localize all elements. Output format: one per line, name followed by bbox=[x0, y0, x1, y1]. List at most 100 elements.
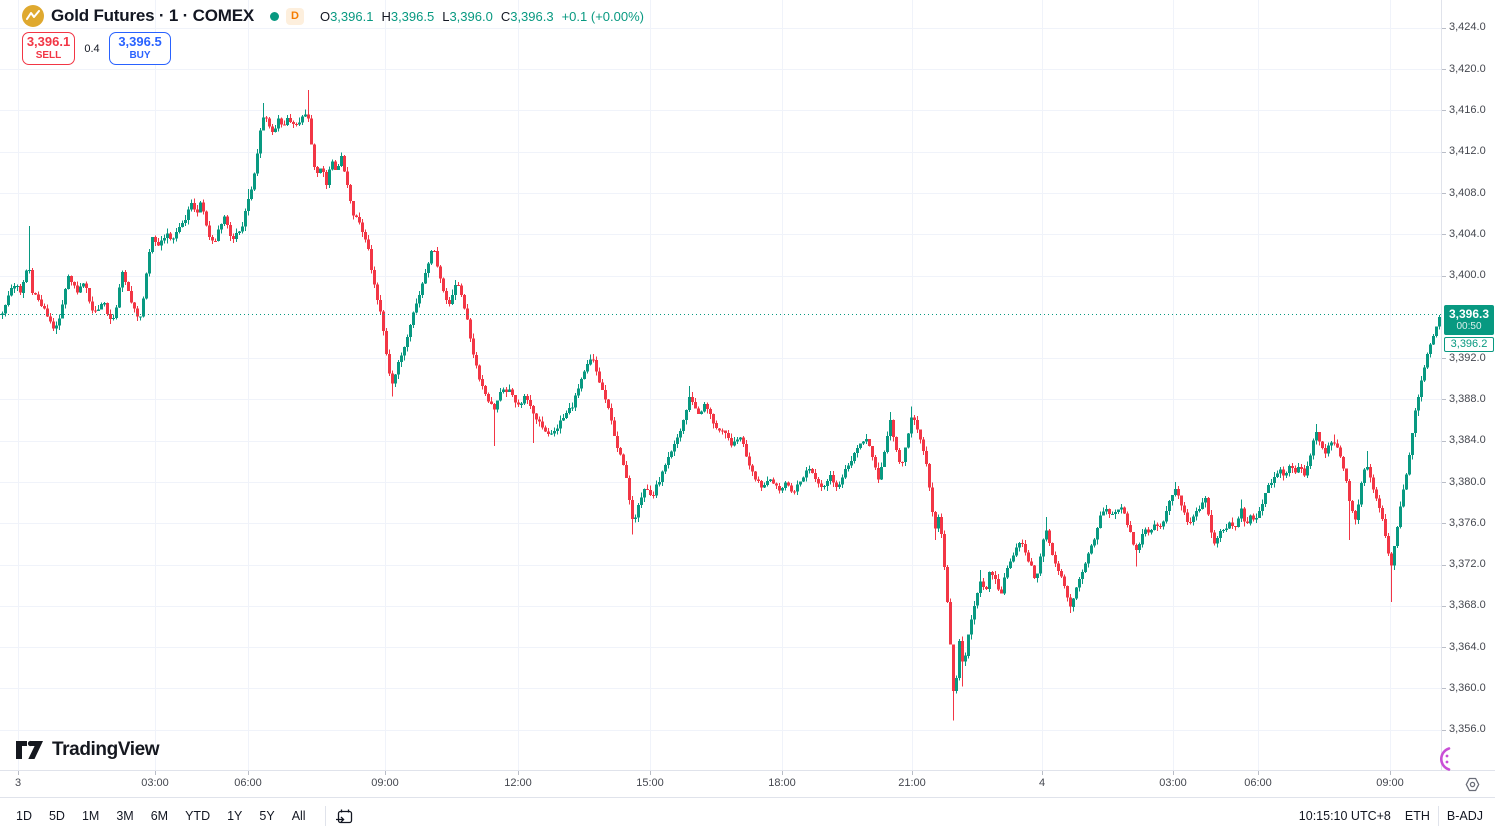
tradingview-logo-icon bbox=[16, 740, 43, 759]
axis-settings-gear-icon[interactable] bbox=[1464, 776, 1481, 793]
price-axis-label: 3,368.0 bbox=[1449, 599, 1486, 612]
ohlc-o: O3,396.1 bbox=[319, 8, 374, 24]
tradingview-logo-text: TradingView bbox=[52, 739, 160, 760]
price-axis-label: 3,372.0 bbox=[1449, 558, 1486, 571]
bar-countdown: 00:50 bbox=[1456, 321, 1482, 333]
bottom-toolbar: 1D 5D 1M 3M 6M YTD 1Y 5Y All 10:15:10 UTC+8 ETH … bbox=[0, 797, 1495, 834]
toolbar-right-group: 10:15:10 UTC+8 ETH B-ADJ bbox=[1299, 806, 1483, 826]
time-axis-label: 21:00 bbox=[898, 777, 926, 789]
price-change: +0.1 (+0.00%) bbox=[561, 8, 644, 24]
buy-label: BUY bbox=[129, 50, 151, 61]
price-axis-label: 3,388.0 bbox=[1449, 392, 1486, 405]
symbol-title[interactable]: Gold Futures · 1 · COMEX bbox=[51, 6, 254, 25]
price-axis-tick bbox=[1442, 27, 1446, 29]
range-button-5d[interactable]: 5D bbox=[48, 809, 65, 823]
price-axis-label: 3,384.0 bbox=[1449, 434, 1486, 447]
range-button-all[interactable]: All bbox=[291, 809, 306, 823]
grid-lines bbox=[0, 0, 1441, 770]
magenta-floating-button-partial[interactable] bbox=[1429, 745, 1453, 773]
delayed-data-badge[interactable]: D bbox=[286, 7, 304, 25]
range-button-5y[interactable]: 5Y bbox=[259, 809, 275, 823]
sell-button[interactable]: 3,396.1 SELL bbox=[22, 32, 75, 65]
price-axis-label: 3,416.0 bbox=[1449, 103, 1486, 116]
clock-label[interactable]: 10:15:10 UTC+8 bbox=[1298, 809, 1391, 823]
price-axis-tick bbox=[1442, 564, 1446, 566]
market-status-icon[interactable] bbox=[270, 11, 279, 21]
time-axis-tick bbox=[1173, 771, 1174, 775]
buy-price: 3,396.5 bbox=[118, 34, 162, 49]
time-axis-label: 4 bbox=[1038, 777, 1046, 789]
range-button-6m[interactable]: 6M bbox=[150, 809, 169, 823]
buy-button[interactable]: 3,396.5 BUY bbox=[109, 32, 171, 65]
time-axis-label: 06:00 bbox=[234, 777, 262, 789]
ohlc-values: O3,396.1 H3,396.5 L3,396.0 C3,396.3 +0.1 (+0… bbox=[320, 9, 644, 24]
time-axis-label: 09:00 bbox=[371, 777, 399, 789]
tradingview-logo[interactable]: TradingView bbox=[16, 738, 160, 762]
time-axis[interactable]: 3 03:00 06:00 09:00 12:00 15:00 18:00 21:00 4 03:… bbox=[0, 770, 1495, 797]
price-axis-label: 3,400.0 bbox=[1449, 269, 1486, 282]
price-axis-label: 3,412.0 bbox=[1449, 145, 1486, 158]
gold-symbol-icon[interactable] bbox=[22, 5, 44, 27]
time-axis-label: 3 bbox=[14, 777, 22, 789]
time-axis-label: 06:00 bbox=[1244, 777, 1272, 789]
price-axis-tick bbox=[1442, 151, 1446, 153]
time-axis-label: 15:00 bbox=[636, 777, 664, 789]
ohlc-l: L3,396.0 bbox=[442, 8, 493, 24]
time-axis-tick bbox=[1042, 771, 1043, 775]
price-axis-tick bbox=[1442, 605, 1446, 607]
price-axis-tick bbox=[1442, 193, 1446, 195]
go-to-date-button[interactable] bbox=[334, 805, 356, 827]
time-axis-label: 03:00 bbox=[141, 777, 169, 789]
last-price-value: 3,396.3 bbox=[1448, 307, 1490, 322]
chart-canvas[interactable] bbox=[0, 0, 1441, 770]
time-axis-label: 18:00 bbox=[768, 777, 796, 789]
price-axis-label: 3,404.0 bbox=[1449, 227, 1486, 240]
price-axis-tick bbox=[1442, 482, 1446, 484]
price-axis-label: 3,408.0 bbox=[1449, 186, 1486, 199]
price-axis-label: 3,392.0 bbox=[1449, 351, 1486, 364]
time-axis-label: 03:00 bbox=[1159, 777, 1187, 789]
range-button-1m[interactable]: 1M bbox=[81, 809, 100, 823]
time-axis-tick bbox=[912, 771, 913, 775]
sell-label: SELL bbox=[35, 50, 62, 61]
price-axis-tick bbox=[1442, 729, 1446, 731]
price-axis-tick bbox=[1442, 110, 1446, 112]
time-axis-tick bbox=[248, 771, 249, 775]
session-eth-button[interactable]: ETH bbox=[1404, 809, 1430, 823]
calendar-arrow-icon bbox=[336, 809, 353, 823]
range-button-1d[interactable]: 1D bbox=[16, 809, 32, 823]
time-axis-tick bbox=[1258, 771, 1259, 775]
price-axis-tick bbox=[1442, 523, 1446, 525]
secondary-price-badge: 3,396.2 bbox=[1444, 337, 1494, 353]
back-adjustment-button[interactable]: B-ADJ bbox=[1446, 809, 1483, 823]
ohlc-h: H3,396.5 bbox=[381, 8, 435, 24]
time-axis-tick bbox=[518, 771, 519, 775]
ohlc-c: C3,396.3 bbox=[500, 8, 554, 24]
range-button-1y[interactable]: 1Y bbox=[227, 809, 243, 823]
toolbar-separator bbox=[1437, 806, 1439, 826]
up-candle-wicks bbox=[2, 103, 1440, 694]
price-axis-label: 3,364.0 bbox=[1449, 640, 1486, 653]
price-axis[interactable]: 3,396.3 00:50 3,396.2 3,424.0 3,420.0 3,41… bbox=[1441, 0, 1495, 770]
candlestick-chart[interactable]: Gold Futures · 1 · COMEX D O3,396.1 H3,39… bbox=[0, 0, 1441, 770]
price-axis-tick bbox=[1442, 399, 1446, 401]
time-axis-label: 12:00 bbox=[504, 777, 532, 789]
range-button-3m[interactable]: 3M bbox=[116, 809, 134, 823]
price-axis-tick bbox=[1442, 275, 1446, 277]
price-axis-label: 3,380.0 bbox=[1449, 475, 1486, 488]
price-axis-label: 3,424.0 bbox=[1449, 21, 1486, 34]
toolbar-separator bbox=[324, 806, 326, 826]
price-axis-label: 3,420.0 bbox=[1449, 62, 1486, 75]
sell-price: 3,396.1 bbox=[26, 34, 71, 49]
chart-header: Gold Futures · 1 · COMEX D O3,396.1 H3,39… bbox=[22, 4, 644, 65]
price-axis-label: 3,356.0 bbox=[1449, 723, 1486, 736]
time-axis-tick bbox=[385, 771, 386, 775]
spread-value: 0.4 bbox=[84, 42, 100, 55]
price-axis-label: 3,360.0 bbox=[1449, 681, 1486, 694]
range-button-ytd[interactable]: YTD bbox=[185, 809, 211, 823]
date-range-switcher: 1D 5D 1M 3M 6M YTD 1Y 5Y All bbox=[10, 805, 317, 827]
price-axis-tick bbox=[1442, 440, 1446, 442]
price-axis-label: 3,376.0 bbox=[1449, 516, 1486, 529]
last-price-badge: 3,396.3 00:50 bbox=[1444, 305, 1494, 336]
